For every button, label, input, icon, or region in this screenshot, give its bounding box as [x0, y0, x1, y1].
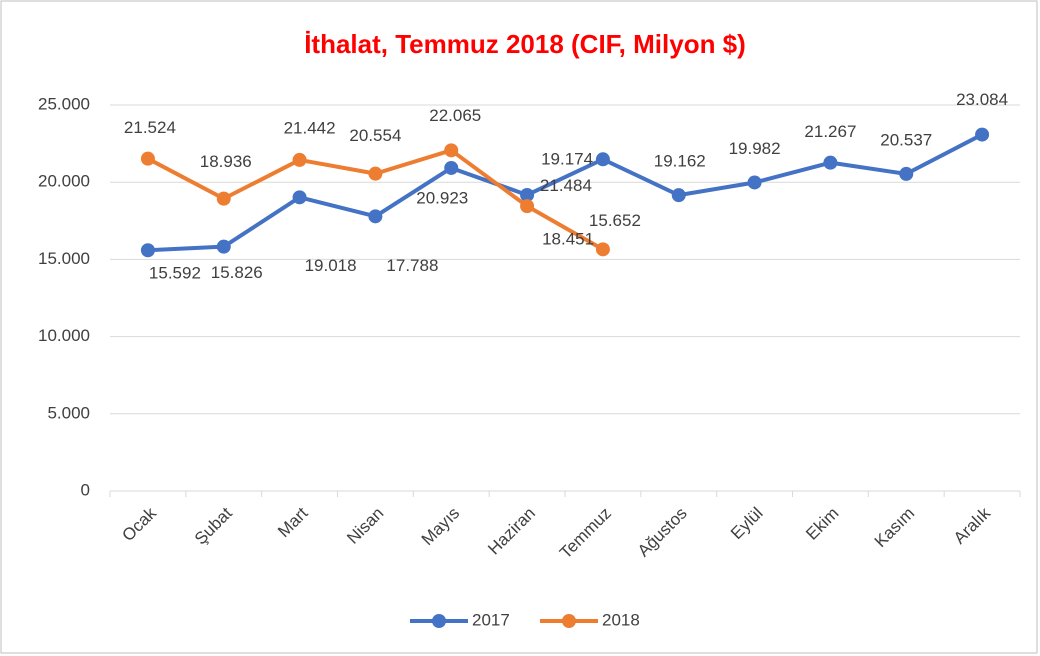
data-point	[140, 151, 155, 166]
data-label: 20.554	[349, 126, 401, 145]
data-point	[520, 199, 535, 214]
series-line	[147, 132, 984, 253]
data-label: 18.936	[200, 152, 252, 171]
data-point	[899, 166, 914, 181]
data-label: 23.084	[956, 90, 1008, 109]
data-point	[140, 243, 155, 258]
data-label: 21.524	[124, 118, 176, 137]
legend-marker	[562, 614, 576, 628]
data-label: 21.267	[804, 122, 856, 141]
data-label: 21.442	[284, 118, 336, 137]
data-label: 22.065	[429, 106, 481, 125]
data-label: 15.652	[589, 211, 641, 230]
y-tick-label: 15.000	[38, 249, 90, 268]
data-label: 19.174	[541, 149, 593, 168]
y-tick-label: 0	[81, 480, 90, 499]
data-label: 19.982	[729, 139, 781, 158]
data-point	[747, 175, 762, 190]
data-label: 15.826	[211, 263, 263, 282]
data-point	[595, 152, 610, 167]
data-label: 17.788	[386, 256, 438, 275]
y-tick-label: 10.000	[38, 326, 90, 345]
data-label: 19.162	[654, 152, 706, 171]
data-label: 20.923	[416, 188, 468, 207]
data-label: 20.537	[880, 130, 932, 149]
data-point	[292, 190, 307, 205]
data-label: 21.484	[540, 176, 592, 195]
data-label: 18.451	[542, 230, 594, 249]
data-point	[975, 127, 990, 142]
data-label: 19.018	[305, 256, 357, 275]
data-point	[216, 191, 231, 206]
data-point	[368, 209, 383, 224]
data-point	[444, 143, 459, 158]
y-tick-label: 20.000	[38, 172, 90, 191]
data-point	[823, 155, 838, 170]
data-point	[216, 239, 231, 254]
y-tick-label: 5.000	[47, 403, 90, 422]
data-point	[292, 152, 307, 167]
legend-label: 2017	[472, 610, 510, 629]
legend-label: 2018	[602, 610, 640, 629]
data-label: 15.592	[149, 264, 201, 283]
data-point	[671, 188, 686, 203]
chart-title: İthalat, Temmuz 2018 (CIF, Milyon $)	[304, 29, 746, 59]
legend-marker	[432, 614, 446, 628]
data-point	[444, 160, 459, 175]
data-point	[368, 166, 383, 181]
data-point	[595, 242, 610, 257]
data-point	[520, 187, 535, 202]
y-tick-label: 25.000	[38, 94, 90, 113]
